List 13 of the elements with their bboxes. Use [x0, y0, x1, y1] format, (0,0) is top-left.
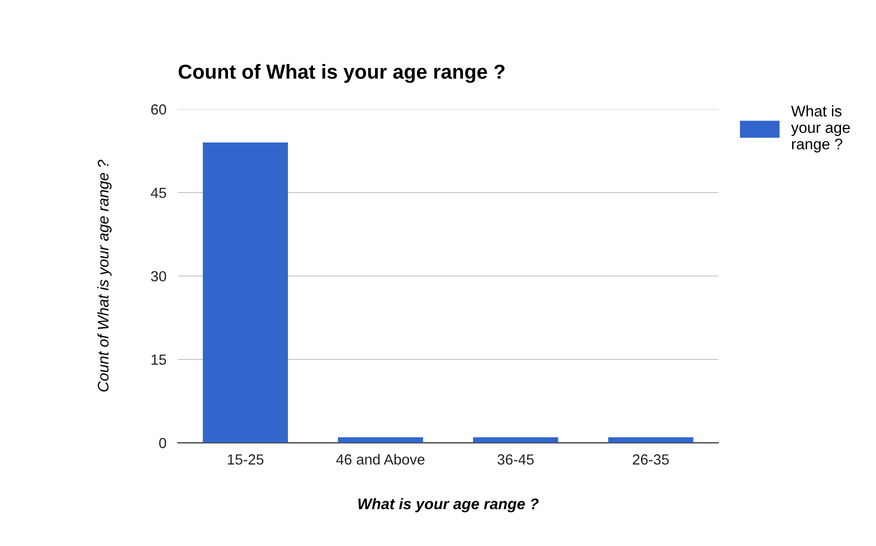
y-tick-label: 15: [152, 354, 166, 365]
x-tick-label: 36-45: [498, 454, 534, 465]
x-tick-label: 46 and Above: [336, 454, 424, 465]
y-axis-title: Count of What is your age range ?: [97, 160, 112, 392]
y-tick-label: 45: [150, 188, 166, 198]
x-axis-title: What is your age range ?: [358, 498, 539, 512]
legend-label: What is your age range ?: [791, 105, 850, 152]
y-tick-label: 0: [159, 438, 166, 448]
x-tick-label: 15-25: [228, 454, 264, 465]
y-tick-label: 60: [151, 104, 166, 115]
x-tick-label: 26-35: [632, 454, 669, 465]
y-tick-label: 30: [151, 271, 166, 282]
chart-title: Count of What is your age range ?: [178, 64, 504, 83]
